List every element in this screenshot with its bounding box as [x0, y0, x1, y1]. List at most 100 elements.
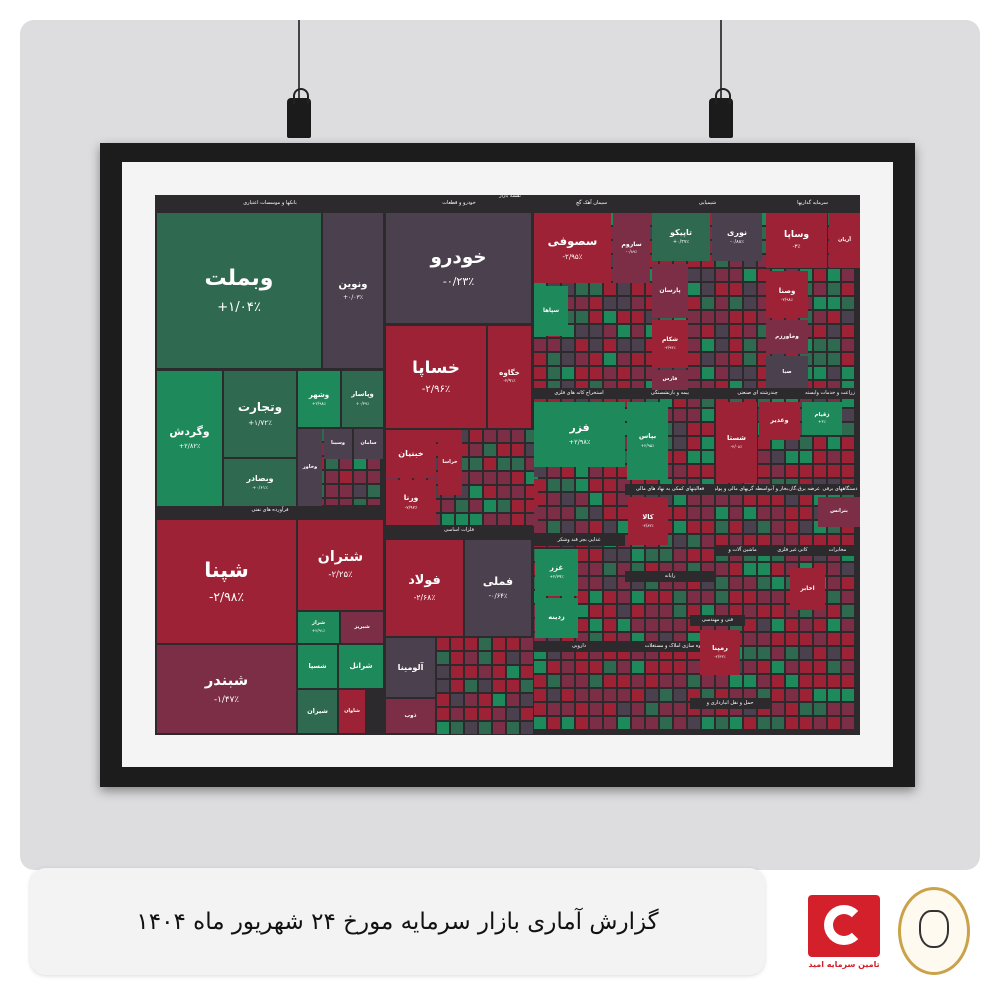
treemap-small-tile	[828, 451, 840, 463]
treemap-tile[interactable]: رمپنا -۲/۴۳٪	[700, 630, 740, 675]
treemap-small-tile	[842, 563, 854, 575]
treemap-small-tile	[674, 661, 686, 673]
treemap-small-tile	[548, 493, 560, 505]
treemap-tile[interactable]: شستا -۲/۰۸٪	[716, 402, 757, 483]
treemap-tile[interactable]: غزر +۲/۳۹٪	[535, 549, 578, 596]
tile-change: +۲/۳۹٪	[549, 574, 564, 580]
treemap-tile[interactable]: فارس	[652, 370, 688, 390]
treemap-tile[interactable]: ورنا -۲/۹۲٪	[386, 480, 436, 525]
treemap-small-tile	[562, 717, 574, 729]
treemap-tile[interactable]: ونوین +۰/۰۳٪	[323, 213, 383, 368]
tile-symbol: ونوین	[338, 279, 368, 291]
treemap-tile[interactable]: اخابر	[790, 568, 825, 610]
treemap-small-tile	[716, 283, 728, 295]
treemap-tile[interactable]: وخاورزم	[766, 320, 808, 354]
treemap-small-tile	[451, 708, 463, 720]
treemap-small-tile	[772, 703, 784, 715]
treemap-tile[interactable]: وگردش +۲/۸۲٪	[157, 371, 222, 506]
treemap-tile[interactable]: وبصادر +۰/۶۱٪	[224, 459, 296, 506]
treemap-tile[interactable]: فزر +۲/۹۸٪	[534, 402, 625, 467]
treemap-small-tile	[660, 717, 672, 729]
treemap-tile[interactable]: شکام -۲/۹۴٪	[652, 320, 688, 368]
treemap-tile[interactable]: وپاسار +۰/۳۹٪	[342, 371, 383, 427]
treemap-tile[interactable]: نوری -۰/۸۸٪	[712, 213, 762, 261]
treemap-small-tile	[688, 353, 700, 365]
treemap-tile[interactable]: شاوان	[339, 690, 365, 733]
treemap-tile[interactable]: وساپا -۳٪	[766, 213, 827, 268]
treemap-small-tile	[814, 647, 826, 659]
sector-header: شیمیایی	[650, 198, 765, 209]
treemap-tile[interactable]: شرانل	[339, 645, 383, 688]
treemap-tile[interactable]: آلومینا	[386, 638, 435, 697]
treemap-tile[interactable]: شپنا -۲/۹۸٪	[157, 520, 296, 643]
treemap-tile[interactable]: شراز +۲/۹۱٪	[298, 612, 339, 643]
treemap-tile[interactable]: سپاها	[534, 286, 568, 336]
treemap-tile[interactable]: آریان	[829, 213, 860, 268]
treemap-small-tile	[548, 479, 560, 491]
treemap-tile[interactable]: وتجارت +۱/۷۲٪	[224, 371, 296, 457]
treemap-small-tile	[576, 493, 588, 505]
treemap-small-tile	[437, 652, 449, 664]
treemap-small-tile	[674, 675, 686, 687]
treemap-small-tile	[688, 367, 700, 379]
treemap-small-tile	[772, 451, 784, 463]
treemap-tile[interactable]: صبا	[766, 356, 808, 388]
treemap-tile[interactable]: شیران	[298, 690, 337, 733]
treemap-tile[interactable]: زقیام +۳٪	[802, 402, 842, 435]
treemap-tile[interactable]: شسپا	[298, 645, 337, 688]
treemap-tile[interactable]: خساپا -۲/۹۶٪	[386, 326, 486, 428]
tile-change: -۲/۹۸٪	[781, 296, 793, 302]
treemap-small-tile	[493, 638, 505, 650]
treemap-tile[interactable]: شبندر -۱/۴۷٪	[157, 645, 296, 733]
treemap-tile[interactable]: پارسان	[652, 264, 688, 318]
treemap-small-tile	[590, 717, 602, 729]
treemap-tile[interactable]: سصوفی -۲/۹۵٪	[534, 213, 611, 283]
treemap-small-tile	[674, 451, 686, 463]
treemap-tile[interactable]: کالا -۲/۸۳٪	[628, 497, 668, 545]
treemap-tile[interactable]: وغدیر	[759, 402, 800, 440]
treemap-tile[interactable]: بپاس +۲/۹۵٪	[627, 402, 668, 480]
treemap-small-tile	[828, 297, 840, 309]
tile-symbol: شیران	[307, 706, 328, 715]
treemap-small-tile	[716, 577, 728, 589]
treemap-small-tile	[772, 591, 784, 603]
treemap-small-tile	[842, 605, 854, 617]
treemap-small-tile	[730, 591, 742, 603]
treemap-small-tile	[828, 339, 840, 351]
treemap-small-tile	[512, 500, 524, 512]
treemap-small-tile	[702, 451, 714, 463]
tile-change: +۱/۰۴٪	[217, 299, 261, 315]
treemap-tile[interactable]: خبنیان	[386, 430, 436, 478]
treemap-tile[interactable]: شبریز	[341, 612, 383, 643]
treemap-tile[interactable]: وسینا	[324, 429, 352, 459]
treemap-small-tile	[674, 507, 686, 519]
treemap-tile[interactable]: فملی -۰/۶۴٪	[465, 540, 531, 636]
treemap-small-tile	[479, 694, 491, 706]
treemap-small-tile	[484, 514, 496, 526]
treemap-tile[interactable]: تاپیکو +۰/۴۷٪	[652, 213, 710, 261]
treemap-tile[interactable]: فولاد -۲/۶۸٪	[386, 540, 463, 636]
tile-symbol: وغدیر	[770, 417, 789, 425]
treemap-small-tile	[772, 563, 784, 575]
treemap-tile[interactable]: ساروم -۰/۸۹٪	[613, 213, 650, 283]
treemap-tile[interactable]: زدینه	[535, 598, 578, 638]
treemap-tile[interactable]: وصنا -۲/۹۸٪	[766, 271, 808, 318]
treemap-tile[interactable]: سامان	[354, 429, 383, 459]
treemap-tile[interactable]: خگاوه -۲/۹۱٪	[488, 326, 531, 428]
treemap-small-tile	[688, 465, 700, 477]
treemap-tile[interactable]: ذوب	[386, 699, 435, 733]
treemap-tile[interactable]: وخاور	[298, 429, 322, 506]
treemap-small-tile	[814, 675, 826, 687]
treemap-small-tile	[744, 577, 756, 589]
treemap-small-tile	[437, 680, 449, 692]
treemap-tile[interactable]: خودرو -۰/۲۳٪	[386, 213, 531, 323]
tile-symbol: ذوب	[404, 712, 417, 719]
treemap-tile[interactable]: وبملت +۱/۰۴٪	[157, 213, 321, 368]
treemap-small-tile	[800, 437, 812, 449]
treemap-tile[interactable]: شتران -۲/۲۵٪	[298, 520, 383, 610]
treemap-tile[interactable]: خراسا	[438, 430, 462, 495]
treemap-small-tile	[786, 535, 798, 547]
treemap-tile[interactable]: وشهر +۲/۹۸٪	[298, 371, 340, 427]
treemap-small-tile	[702, 353, 714, 365]
treemap-tile[interactable]: بترانس	[818, 497, 860, 527]
